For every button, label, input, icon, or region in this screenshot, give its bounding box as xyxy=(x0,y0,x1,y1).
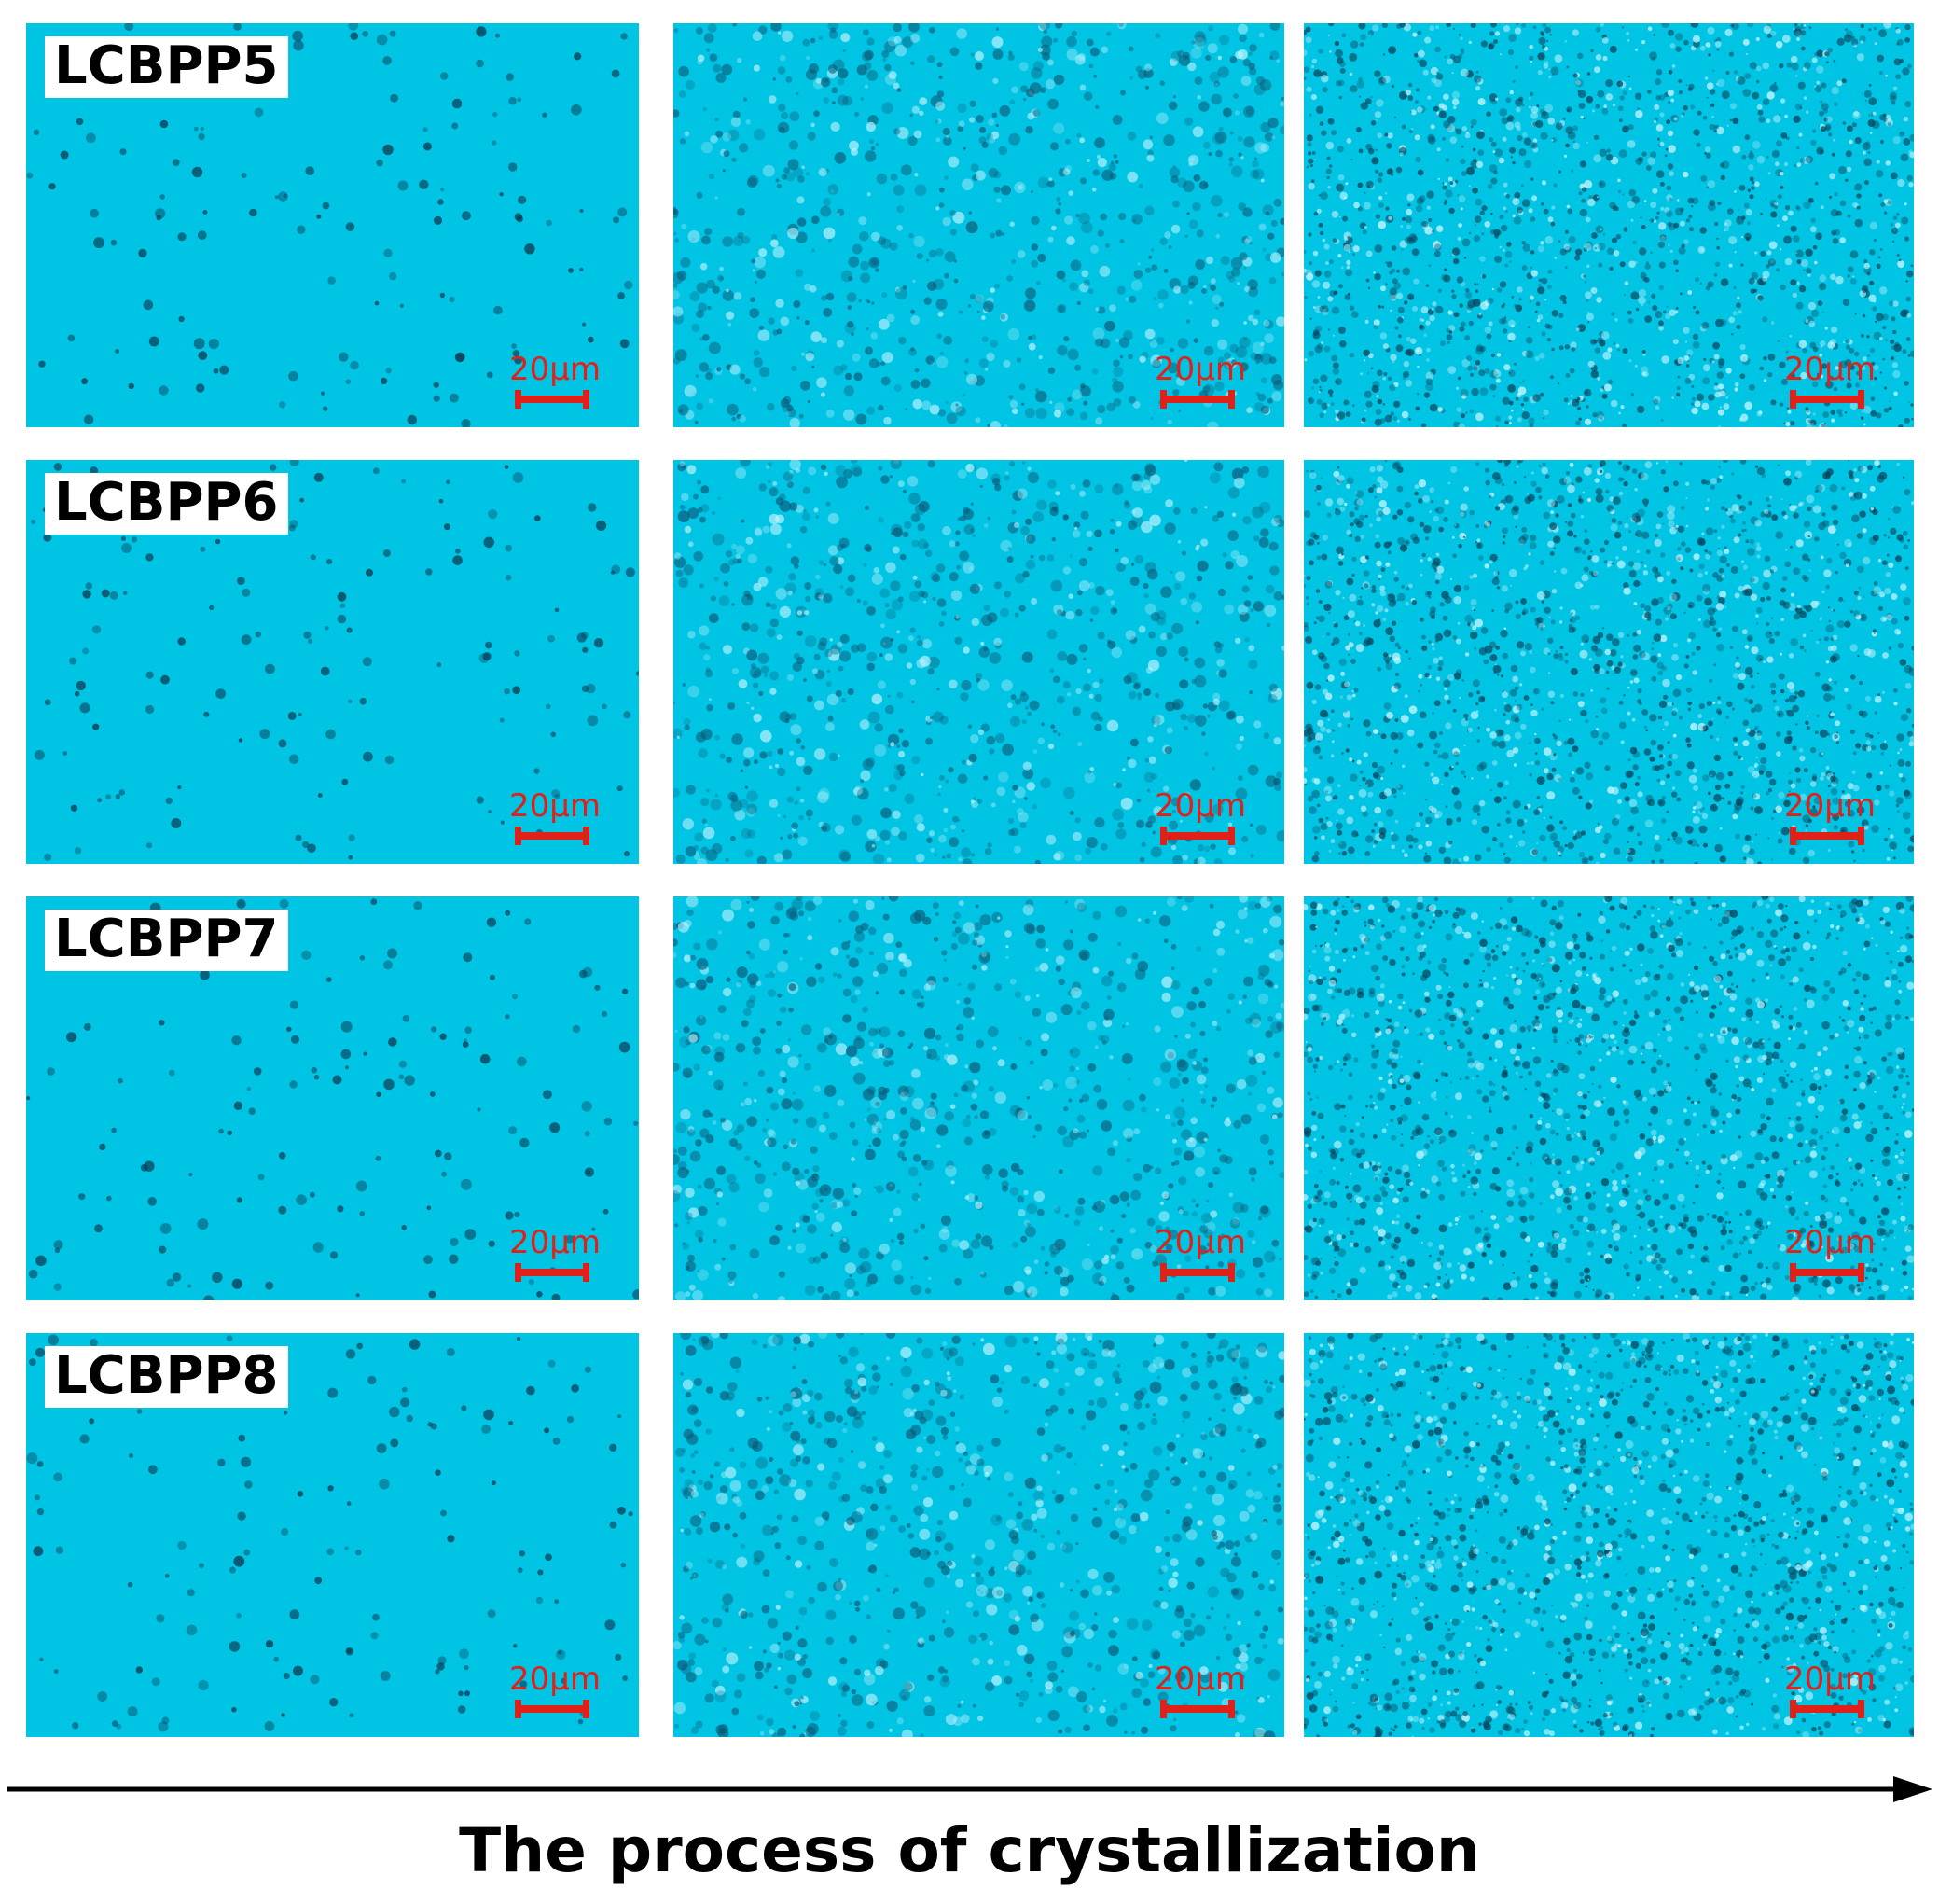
scale-bar-label: 20µm xyxy=(508,351,601,388)
scale-bar-line xyxy=(515,1700,589,1718)
scale-bar: 20µm xyxy=(504,353,606,409)
scale-bar-line xyxy=(1790,1263,1864,1282)
scale-bar-line xyxy=(1160,1263,1235,1282)
scale-bar: 20µm xyxy=(1779,1226,1881,1282)
scale-bar-label: 20µm xyxy=(1783,787,1876,825)
scale-bar: 20µm xyxy=(504,1662,606,1718)
micrograph-texture xyxy=(673,1333,1284,1737)
sample-label: LCBPP6 xyxy=(45,473,288,535)
scale-bar-label: 20µm xyxy=(1783,1661,1876,1698)
scale-bar-line xyxy=(1160,1700,1235,1718)
scale-bar-label: 20µm xyxy=(508,1224,601,1261)
micrograph-panel: 20µm xyxy=(1304,1333,1914,1737)
sample-label: LCBPP8 xyxy=(45,1346,288,1408)
scale-bar: 20µm xyxy=(1779,789,1881,845)
micrograph-panel: 20µm xyxy=(1304,23,1914,427)
sample-label: LCBPP5 xyxy=(45,36,288,98)
micrograph-panel: LCBPP8 20µm xyxy=(26,1333,639,1737)
micrograph-texture xyxy=(1304,896,1914,1300)
scale-bar-label: 20µm xyxy=(1783,1224,1876,1261)
micrograph-texture xyxy=(1304,23,1914,427)
scale-bar-label: 20µm xyxy=(1154,1661,1246,1698)
scale-bar: 20µm xyxy=(1779,1662,1881,1718)
scale-bar-label: 20µm xyxy=(508,787,601,825)
scale-bar-line xyxy=(515,827,589,845)
scale-bar: 20µm xyxy=(1149,1226,1252,1282)
scale-bar: 20µm xyxy=(1149,1662,1252,1718)
scale-bar-label: 20µm xyxy=(1154,1224,1246,1261)
figure-caption: The process of crystallization xyxy=(459,1814,1480,1886)
sample-label: LCBPP7 xyxy=(45,910,288,971)
scale-bar-line xyxy=(1790,1700,1864,1718)
scale-bar-label: 20µm xyxy=(1154,787,1246,825)
micrograph-panel: LCBPP7 20µm xyxy=(26,896,639,1300)
scale-bar-label: 20µm xyxy=(1154,351,1246,388)
micrograph-panel: 20µm xyxy=(673,460,1284,864)
scale-bar: 20µm xyxy=(1779,353,1881,409)
micrograph-texture xyxy=(26,1334,633,1732)
scale-bar-line xyxy=(515,390,589,409)
scale-bar: 20µm xyxy=(504,789,606,845)
micrograph-texture xyxy=(673,460,1284,864)
micrograph-panel: LCBPP5 20µm xyxy=(26,23,639,427)
scale-bar: 20µm xyxy=(504,1226,606,1282)
micrograph-panel: 20µm xyxy=(673,896,1284,1300)
scale-bar-label: 20µm xyxy=(508,1661,601,1698)
scale-bar: 20µm xyxy=(1149,353,1252,409)
micrograph-panel: LCBPP6 20µm xyxy=(26,460,639,864)
micrograph-texture xyxy=(31,460,639,861)
crystallization-arrow xyxy=(7,1776,1932,1802)
micrograph-texture xyxy=(1304,460,1914,864)
scale-bar-label: 20µm xyxy=(1783,351,1876,388)
scale-bar-line xyxy=(1790,390,1864,409)
micrograph-texture xyxy=(1304,1333,1914,1737)
micrograph-panel: 20µm xyxy=(673,23,1284,427)
scale-bar: 20µm xyxy=(1149,789,1252,845)
micrograph-texture xyxy=(673,23,1284,427)
micrograph-panel: 20µm xyxy=(673,1333,1284,1737)
scale-bar-line xyxy=(1160,827,1235,845)
micrograph-panel: 20µm xyxy=(1304,896,1914,1300)
scale-bar-line xyxy=(1790,827,1864,845)
micrograph-panel: 20µm xyxy=(1304,460,1914,864)
micrograph-texture xyxy=(673,896,1284,1300)
micrograph-grid: LCBPP5 20µm 20µm 20µm LCBPP6 20µm 20µm 20µm LCBP… xyxy=(26,23,1914,1737)
scale-bar-line xyxy=(1160,390,1235,409)
scale-bar-line xyxy=(515,1263,589,1282)
